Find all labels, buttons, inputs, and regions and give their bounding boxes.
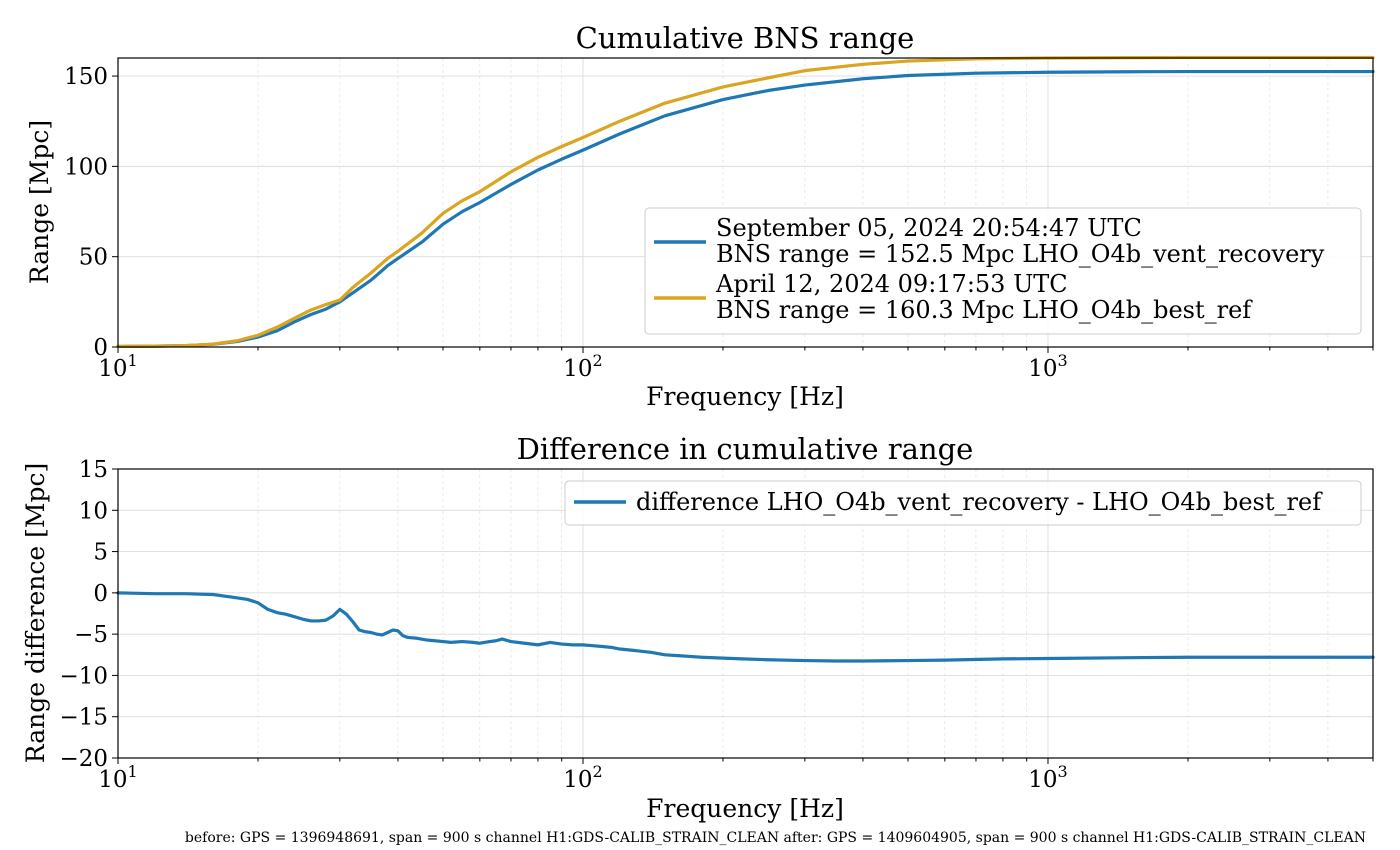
x-tick-label: 103 [1028,762,1067,793]
y-axis-label: Range [Mpc] [25,120,54,284]
x-tick-label: 101 [98,762,137,793]
x-tick-label: 101 [98,351,137,382]
legend-box [564,480,1362,526]
series-line-difference-lho-o4b-vent-recovery-lho-o4b [116,591,1375,663]
y-axis-label: Range difference [Mpc] [21,463,50,763]
axes-frame [117,468,1374,759]
legend: difference LHO_O4b_vent_recovery - LHO_O… [564,480,1362,526]
x-tick-label: 102 [563,762,602,793]
y-tick-label: −20 [59,746,108,772]
y-tick-label: 0 [93,581,108,607]
cumulative-range-panel: Cumulative BNS range 101 102 103050100150 … [25,21,1375,411]
y-tick-label: 10 [79,498,108,524]
y-tick-label: 5 [93,540,108,566]
y-tick-label: 50 [79,245,108,271]
chart-title: Difference in cumulative range [517,432,974,466]
series-line-april-12-2024-09-17-53-utc [116,55,1375,349]
series-layer [116,55,1375,349]
legend-label-april-range: BNS range = 160.3 Mpc LHO_O4b_best_ref [716,296,1253,324]
y-tick-label: −5 [74,622,108,648]
axes-frame [117,57,1374,348]
legend: September 05, 2024 20:54:47 UTC BNS rang… [644,207,1362,335]
footer-note: before: GPS = 1396948691, span = 900 s c… [185,830,1366,846]
legend-box [644,207,1362,335]
legend-label-difference: difference LHO_O4b_vent_recovery - LHO_O… [636,488,1323,516]
y-tick-label: 100 [64,154,108,180]
legend-label-september-range: BNS range = 152.5 Mpc LHO_O4b_vent_recov… [716,240,1325,268]
x-tick-label: 103 [1028,351,1067,382]
legend-label-april-date: April 12, 2024 09:17:53 UTC [715,270,1068,298]
x-axis-label: Frequency [Hz] [646,794,844,823]
series-layer [116,591,1375,663]
x-tick-label: 102 [563,351,602,382]
ticks: 101 102 103 0 50 100 150 [64,64,1374,382]
y-tick-label: 15 [79,457,108,483]
y-tick-label: 0 [93,335,108,361]
x-axis-label: Frequency [Hz] [646,382,844,411]
y-tick-label: −15 [59,705,108,731]
ticks: 101 102 103 −20 −15 −10 −5 0 5 10 15 [59,457,1374,793]
y-tick-label: 150 [64,64,108,90]
series-line-september-05-2024-20-54-47-utc [116,69,1375,349]
legend-label-september-date: September 05, 2024 20:54:47 UTC [716,214,1142,242]
y-tick-label: −10 [59,663,108,689]
difference-panel: Difference in cumulative range 101 102 103… [21,432,1375,823]
chart-title: Cumulative BNS range [576,21,915,55]
